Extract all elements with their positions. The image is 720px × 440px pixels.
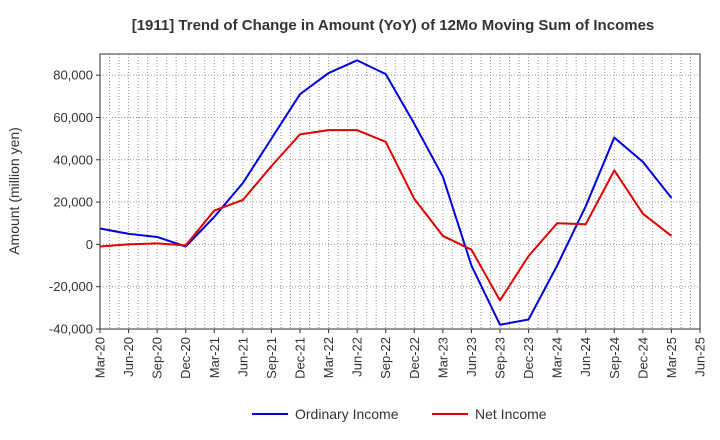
series-lines [99,59,673,326]
x-tick-label: Mar-21 [207,337,222,378]
y-tick-label: 40,000 [53,152,93,167]
x-tick-label: Dec-22 [407,337,422,379]
y-tick-label: -20,000 [49,279,93,294]
x-tick-label: Jun-24 [578,337,593,377]
legend-label: Net Income [475,406,547,422]
x-tick-label: Jun-22 [350,337,365,377]
x-tick-label: Dec-20 [178,337,193,379]
x-tick-label: Mar-24 [550,337,565,378]
y-tick-label: -40,000 [49,322,93,337]
x-axis: Mar-20 Jun-20 Sep-20 Dec-20 Mar-21 Jun-21 Sep-… [93,329,708,379]
x-tick-label: Sep-23 [493,337,508,379]
x-tick-label: Sep-22 [378,337,393,379]
x-tick-label: Sep-20 [150,337,165,379]
x-tick-label: Sep-24 [607,337,622,379]
x-tick-label: Jun-25 [693,337,708,377]
x-tick-label: Mar-23 [435,337,450,378]
x-tick-label: Jun-20 [121,337,136,377]
legend-label: Ordinary Income [295,406,399,422]
series-line-net-income [99,129,673,302]
x-tick-label: Mar-20 [93,337,108,378]
x-tick-label: Mar-25 [664,337,679,378]
chart-title: [1911] Trend of Change in Amount (YoY) o… [132,17,655,34]
y-tick-label: 20,000 [53,195,93,210]
plot-area [99,53,701,330]
y-tick-label: 60,000 [53,110,93,125]
x-tick-label: Jun-23 [464,337,479,377]
y-axis-label: Amount (million yen) [6,127,22,255]
y-tick-label: 80,000 [53,68,93,83]
x-tick-label: Jun-21 [235,337,250,377]
grid [100,54,700,330]
x-tick-label: Mar-22 [321,337,336,378]
y-tick-label: 0 [86,237,93,252]
x-tick-label: Dec-23 [521,337,536,379]
y-axis: -40,000 -20,000 0 20,000 40,000 60,000 80,000 [49,68,100,337]
legend: Ordinary Income Net Income [252,406,547,422]
x-tick-label: Dec-21 [293,337,308,379]
x-tick-label: Sep-21 [264,337,279,379]
x-tick-label: Dec-24 [635,337,650,379]
